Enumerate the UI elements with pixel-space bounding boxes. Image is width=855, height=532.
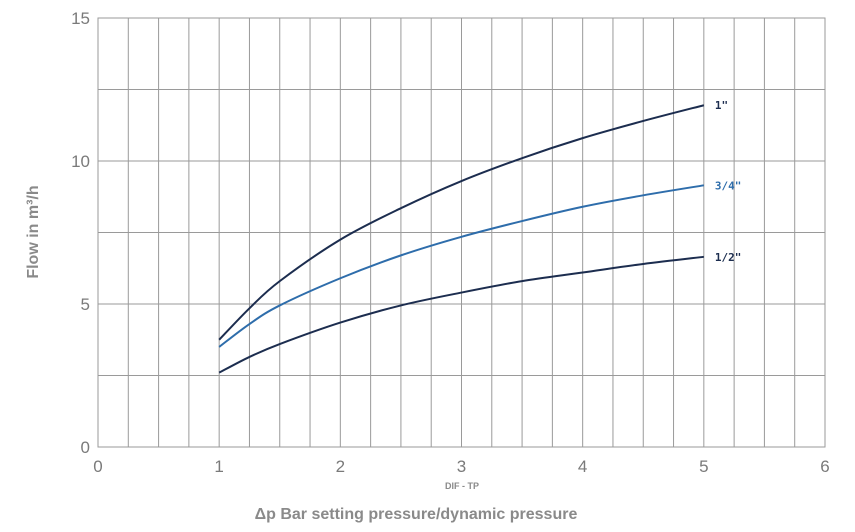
x-tick-label: 1 [214, 457, 223, 476]
x-tick-label: 0 [93, 457, 102, 476]
y-tick-label: 5 [81, 295, 90, 314]
x-tick-label: 3 [457, 457, 466, 476]
tick-labels: 0 1 2 3 4 5 6 0 5 10 15 [71, 9, 830, 476]
grid [98, 18, 825, 447]
x-tick-label: 4 [578, 457, 587, 476]
x-tick-label: 5 [699, 457, 708, 476]
series-label-1: 3/4" [715, 179, 742, 192]
x-tick-label: 2 [336, 457, 345, 476]
series-layer: 1" 3/4" 1/2" [219, 99, 741, 372]
y-tick-label: 15 [71, 9, 90, 28]
x-axis-sublabel: DIF - TP [445, 481, 479, 491]
series-label-0: 1" [715, 99, 728, 112]
y-tick-label: 0 [81, 438, 90, 457]
y-tick-label: 10 [71, 152, 90, 171]
x-axis-label: Δp Bar setting pressure/dynamic pressure [255, 506, 578, 523]
x-tick-label: 6 [820, 457, 829, 476]
series-label-2: 1/2" [715, 251, 742, 264]
y-axis-label: Flow in m³/h [25, 185, 42, 278]
